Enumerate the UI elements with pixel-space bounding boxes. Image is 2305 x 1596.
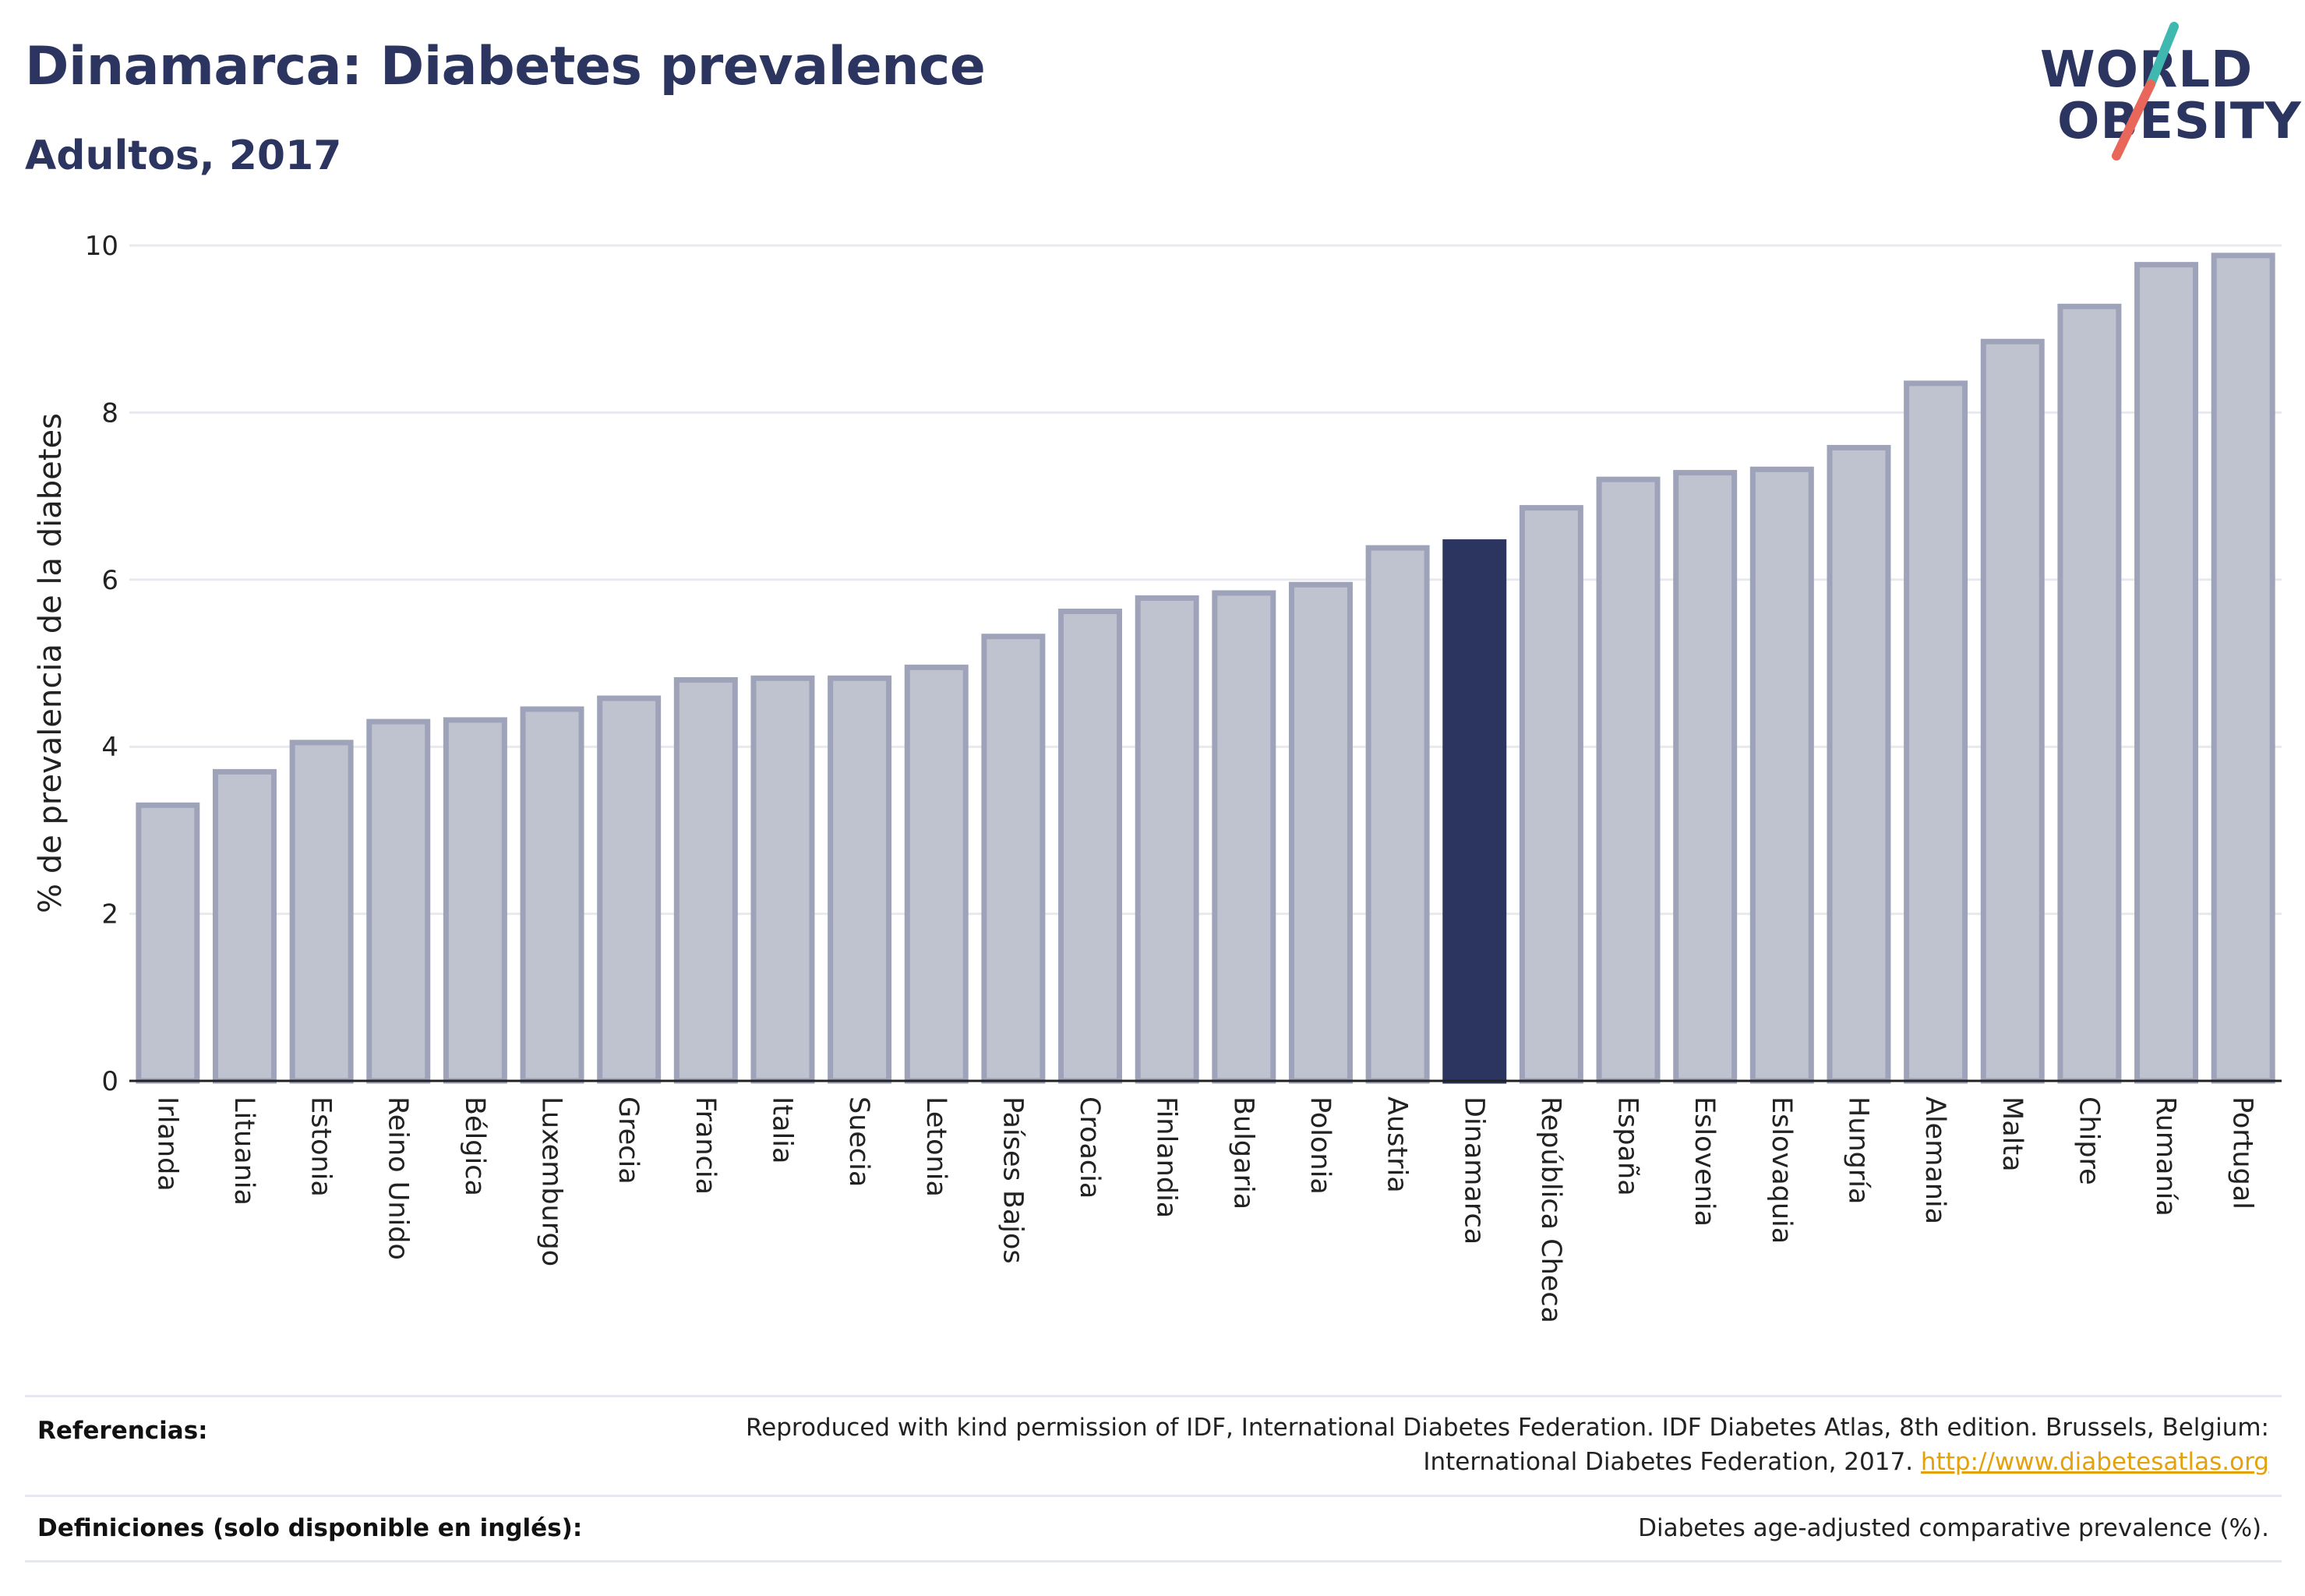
x-tick-label: Rumanía xyxy=(2150,1096,2181,1216)
bar xyxy=(1135,595,1199,1084)
footer-references: Referencias: Reproduced with kind permis… xyxy=(25,1411,2282,1496)
bar xyxy=(2057,303,2122,1084)
bar xyxy=(981,634,1046,1084)
x-tick-label: Suecia xyxy=(843,1096,874,1187)
bar xyxy=(1288,581,1353,1084)
x-tick-label: Lituania xyxy=(228,1096,259,1206)
x-tick-label: Francia xyxy=(690,1096,721,1195)
bars xyxy=(136,252,2275,1084)
bar-highlight xyxy=(1442,539,1507,1084)
x-tick-label: Bulgaria xyxy=(1227,1096,1258,1209)
x-tick-label: Grecia xyxy=(612,1096,644,1185)
bar xyxy=(1673,470,1738,1084)
chart-subtitle: Adultos, 2017 xyxy=(25,132,342,179)
x-tick-label: Estonia xyxy=(305,1096,337,1197)
bar xyxy=(1596,476,1661,1084)
y-axis-title: % de prevalencia de la diabetes xyxy=(33,413,69,913)
footer-definitions: Definiciones (solo disponible en inglés)… xyxy=(25,1508,2282,1555)
x-tick-label: Dinamarca xyxy=(1458,1096,1489,1245)
definitions-label: Definiciones (solo disponible en inglés)… xyxy=(37,1514,583,1542)
bar xyxy=(1749,466,1814,1084)
logo-slash-icon xyxy=(2112,22,2179,161)
references-line1: Reproduced with kind permission of IDF, … xyxy=(746,1414,2269,1442)
x-tick-label: Reino Unido xyxy=(382,1096,413,1260)
world-obesity-logo: WORLD OBESITY xyxy=(2026,22,2301,170)
diabetes-atlas-link[interactable]: http://www.diabetesatlas.org xyxy=(1920,1448,2269,1476)
bar xyxy=(212,768,277,1084)
x-tick-label: Finlandia xyxy=(1151,1096,1182,1218)
x-tick-label: Letonia xyxy=(920,1096,951,1197)
bar xyxy=(904,664,969,1084)
bar-chart: 0 2 4 6 8 10 Irlanda Lituania Estonia Reino Unido… xyxy=(33,231,2282,1323)
bar xyxy=(2211,252,2275,1084)
x-tick-label: Croacia xyxy=(1074,1096,1105,1199)
bar xyxy=(2134,262,2199,1084)
definitions-text: Diabetes age-adjusted comparative preval… xyxy=(1638,1514,2269,1542)
x-tick-label: Hungría xyxy=(1842,1096,1873,1204)
bar xyxy=(136,802,200,1084)
bar xyxy=(1058,609,1123,1084)
logo-text-line2: OBESITY xyxy=(2057,93,2302,150)
footer-divider-top xyxy=(25,1395,2282,1397)
x-tick-label: Austria xyxy=(1382,1096,1413,1193)
y-tick-label: 2 xyxy=(101,899,118,930)
bar xyxy=(750,675,815,1084)
y-tick-label: 0 xyxy=(101,1066,118,1097)
bar xyxy=(673,676,738,1084)
x-tick-label: Portugal xyxy=(2227,1096,2258,1209)
x-tick-label: Alemania xyxy=(1919,1096,1950,1224)
x-tick-label: Irlanda xyxy=(151,1096,182,1192)
bar xyxy=(1827,444,1891,1084)
x-tick-label: Malta xyxy=(1996,1096,2028,1172)
y-tick-label: 4 xyxy=(101,732,118,763)
x-tick-label: Polonia xyxy=(1304,1096,1336,1195)
axis-labels: 0 2 4 6 8 10 Irlanda Lituania Estonia Reino Unido… xyxy=(33,231,2258,1323)
references-line2-text: International Diabetes Federation, 2017. xyxy=(1423,1448,1914,1476)
x-tick-label: Luxemburgo xyxy=(536,1096,567,1266)
x-tick-label: Países Bajos xyxy=(997,1096,1028,1264)
x-tick-label: Eslovaquia xyxy=(1766,1096,1797,1244)
bar xyxy=(597,695,662,1084)
footer-divider-bottom xyxy=(25,1560,2282,1562)
y-tick-label: 8 xyxy=(101,397,118,429)
x-tick-label: Bélgica xyxy=(459,1096,490,1196)
x-tick-label: Eslovenia xyxy=(1689,1096,1720,1227)
references-label: Referencias: xyxy=(37,1417,208,1445)
bar xyxy=(289,740,354,1084)
bar xyxy=(1980,338,2045,1084)
chart-title: Dinamarca: Diabetes prevalence xyxy=(25,36,986,97)
references-line2: International Diabetes Federation, 2017.… xyxy=(633,1445,2269,1479)
x-tick-label: República Checa xyxy=(1535,1096,1566,1323)
references-text: Reproduced with kind permission of IDF, … xyxy=(633,1411,2269,1479)
x-tick-label: Chipre xyxy=(2073,1096,2104,1185)
y-tick-label: 10 xyxy=(85,231,118,262)
bar xyxy=(828,675,892,1084)
footer-divider-mid xyxy=(25,1495,2282,1497)
bar xyxy=(366,719,431,1084)
x-tick-label: España xyxy=(1612,1096,1643,1196)
x-tick-label: Italia xyxy=(766,1096,797,1163)
bar xyxy=(1904,380,1968,1084)
bar xyxy=(520,706,584,1084)
bar xyxy=(443,717,507,1084)
bar xyxy=(1365,545,1430,1084)
bar xyxy=(1519,505,1583,1084)
bar xyxy=(1212,590,1276,1084)
y-tick-label: 6 xyxy=(101,565,118,596)
